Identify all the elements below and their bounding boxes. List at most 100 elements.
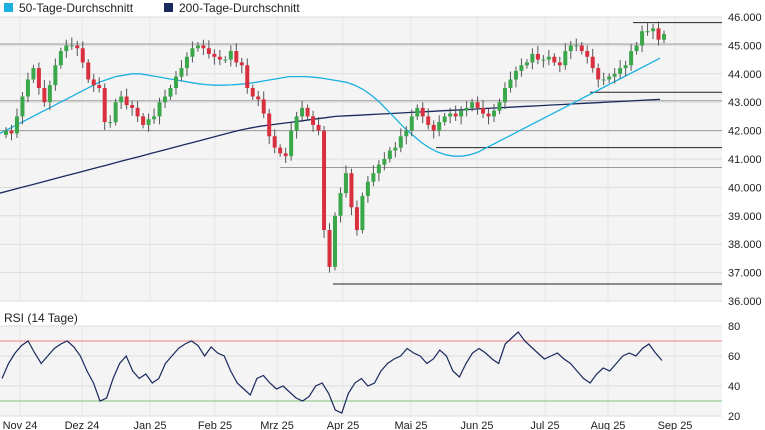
candle-body — [294, 116, 299, 131]
candle-body — [645, 31, 650, 33]
candle-body — [656, 28, 661, 40]
candle-body — [612, 73, 617, 77]
candle-body — [607, 76, 612, 80]
candle-body — [311, 116, 316, 125]
candle-body — [574, 45, 579, 47]
candle-body — [563, 51, 568, 66]
candle-body — [431, 124, 436, 131]
candle-body — [360, 195, 365, 230]
candle-body — [579, 45, 584, 52]
candle-body — [300, 107, 305, 117]
candle-body — [53, 65, 58, 86]
candle-body — [190, 48, 195, 57]
candle-body — [365, 181, 370, 196]
candle-body — [152, 116, 157, 120]
x-tick-label: Apr 25 — [327, 420, 359, 430]
candle-body — [228, 51, 233, 60]
x-tick-label: Sep 25 — [658, 420, 693, 430]
candle-body — [31, 68, 36, 80]
candle-body — [58, 51, 63, 66]
candle-body — [349, 173, 354, 208]
x-tick-label: Mai 25 — [394, 420, 427, 430]
legend-swatch-ma50 — [4, 3, 13, 12]
candle-body — [354, 207, 359, 230]
candle-body — [261, 99, 266, 114]
candle-body — [4, 130, 8, 135]
price-y-tick-label: 45.000 — [728, 40, 762, 52]
candle-body — [634, 45, 639, 52]
candle-body — [513, 70, 518, 80]
candle-body — [234, 51, 239, 63]
candle-body — [492, 110, 497, 117]
ma50-line — [0, 57, 661, 157]
candle-body — [535, 53, 540, 60]
rsi-y-tick-label: 20 — [728, 411, 740, 423]
legend-swatch-ma200 — [164, 3, 173, 12]
candle-body — [25, 79, 30, 97]
candle-body — [42, 88, 47, 103]
candle-body — [179, 68, 184, 77]
legend: 50-Tage-Durchschnitt 200-Tage-Durchschni… — [4, 1, 300, 15]
x-tick-label: Mrz 25 — [260, 420, 294, 430]
price-y-axis: 36.000 37.000 38.000 39.000 40.000 41.000 42.0… — [728, 12, 762, 308]
candle-body — [376, 164, 381, 174]
x-tick-label: Jun 25 — [460, 420, 493, 430]
candle-body — [415, 107, 420, 117]
price-y-tick-label: 42.000 — [728, 126, 762, 138]
candle-body — [464, 107, 469, 111]
candle-body — [541, 59, 546, 61]
x-tick-label: Aug 25 — [591, 420, 626, 430]
x-tick-label: Feb 25 — [198, 420, 232, 430]
candle-body — [146, 119, 151, 125]
candle-body — [453, 113, 458, 117]
candle-body — [278, 147, 283, 154]
candle-body — [623, 65, 628, 69]
candle-body — [343, 173, 348, 194]
candle-body — [557, 62, 562, 66]
candle-body — [124, 96, 129, 106]
candle-body — [272, 136, 277, 148]
candle-body — [393, 147, 398, 151]
rsi-y-axis: 20 40 60 80 — [728, 321, 740, 423]
candle-body — [420, 107, 425, 117]
candle-body — [568, 45, 573, 52]
price-y-tick-label: 37.000 — [728, 268, 762, 280]
candle-body — [601, 79, 606, 81]
candle-body — [470, 102, 475, 108]
candle-body — [629, 51, 634, 66]
rsi-grid — [0, 325, 722, 417]
candle-body — [497, 102, 502, 111]
candle-body — [135, 107, 140, 117]
x-tick-label: Jul 25 — [530, 420, 559, 430]
candle-body — [524, 62, 529, 66]
candle-body — [662, 34, 666, 40]
candle-body — [201, 45, 206, 49]
candle-body — [130, 105, 135, 108]
candle-body — [9, 130, 14, 134]
candle-body — [173, 76, 178, 88]
candle-body — [184, 56, 189, 69]
candle-body — [289, 130, 294, 157]
candle-body — [119, 96, 124, 103]
rsi-thresholds — [0, 340, 722, 402]
candle-body — [546, 56, 551, 60]
legend-label-ma200: 200-Tage-Durchschnitt — [179, 1, 300, 15]
candle-body — [322, 130, 327, 230]
candle-body — [36, 68, 41, 88]
candle-body — [80, 48, 85, 63]
price-y-tick-label: 40.000 — [728, 182, 762, 194]
rsi-y-tick-label: 60 — [728, 351, 740, 363]
candle-body — [223, 59, 228, 61]
candle-body — [14, 116, 19, 134]
candle-body — [333, 215, 337, 267]
candle-body — [283, 153, 288, 157]
candle-body — [245, 65, 250, 88]
candle-body — [338, 193, 343, 216]
legend-label-ma50: 50-Tage-Durchschnitt — [19, 1, 134, 15]
candle-body — [596, 68, 601, 80]
candle-body — [163, 96, 168, 103]
candlesticks — [4, 21, 666, 273]
candle-body — [316, 124, 321, 131]
price-y-tick-label: 36.000 — [728, 296, 762, 308]
